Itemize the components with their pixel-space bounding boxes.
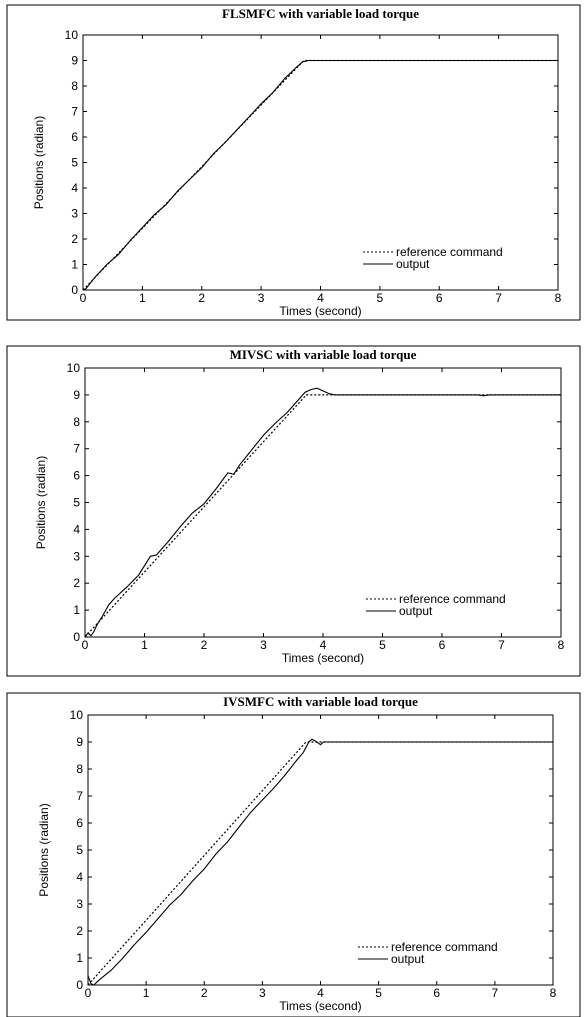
series-line-output [82,59,558,291]
chart-frame [6,692,581,1017]
x-tick-label: 0 [82,638,89,652]
x-tick-label: 6 [433,986,440,1000]
series-line-output [84,387,561,638]
y-tick-label: 8 [71,79,78,93]
y-tick-label: 1 [71,258,78,272]
x-tick-label: 0 [80,291,87,305]
y-axis-label: Positions (radian) [34,456,48,549]
legend-label: reference command [399,592,506,606]
y-tick-label: 4 [73,522,80,536]
y-tick-label: 7 [73,442,80,456]
x-tick-label: 1 [143,986,150,1000]
x-tick-label: 2 [201,638,208,652]
x-tick-label: 8 [558,638,565,652]
y-tick-label: 2 [76,924,83,938]
x-tick-label: 6 [439,638,446,652]
y-tick-label: 0 [71,283,78,297]
y-tick-label: 4 [76,870,83,884]
x-tick-label: 7 [498,638,505,652]
x-tick-label: 8 [555,291,562,305]
y-tick-label: 5 [73,496,80,510]
chart-3: IVSMFC with variable load torque 0 1 2 3 4 5 6 7… [6,692,581,1017]
x-tick-label: 0 [85,986,92,1000]
y-axis-label: Positions (radian) [32,116,46,209]
x-axis-label: Times (second) [279,999,361,1013]
chart-title: MIVSC with variable load torque [230,347,417,362]
y-tick-label: 2 [71,232,78,246]
y-tick-label: 0 [73,630,80,644]
legend-label: reference command [391,940,498,954]
y-tick-label: 4 [71,181,78,195]
x-tick-label: 5 [377,291,384,305]
chart-title: IVSMFC with variable load torque [223,694,418,709]
legend-label: output [399,604,433,618]
y-tick-label: 1 [73,603,80,617]
series-line-output [87,738,553,986]
y-tick-label: 2 [73,576,80,590]
y-tick-label: 3 [71,207,78,221]
y-tick-label: 7 [76,789,83,803]
x-tick-label: 3 [260,638,267,652]
chart-title: FLSMFC with variable load torque [222,6,419,21]
y-tick-label: 7 [71,105,78,119]
y-tick-label: 6 [73,469,80,483]
y-tick-label: 3 [76,897,83,911]
x-tick-label: 3 [259,986,266,1000]
y-tick-label: 3 [73,549,80,563]
y-tick-label: 10 [65,28,79,42]
y-tick-label: 10 [67,361,81,375]
y-tick-label: 8 [73,415,80,429]
y-tick-label: 0 [76,978,83,992]
x-tick-label: 7 [492,986,499,1000]
x-tick-label: 5 [379,638,386,652]
y-tick-label: 9 [73,388,80,402]
x-axis-label: Times (second) [282,651,364,665]
legend-label: reference command [396,245,503,259]
x-tick-label: 5 [375,986,382,1000]
x-tick-label: 3 [258,291,265,305]
x-tick-label: 4 [317,291,324,305]
x-tick-label: 2 [201,986,208,1000]
y-tick-label: 6 [71,130,78,144]
y-tick-label: 9 [76,735,83,749]
y-tick-label: 8 [76,762,83,776]
x-tick-label: 1 [139,291,146,305]
y-tick-label: 5 [71,156,78,170]
chart-frame [6,345,581,677]
y-tick-label: 9 [71,54,78,68]
series-line-reference [87,741,553,986]
x-tick-label: 4 [317,986,324,1000]
legend-label: output [391,952,425,966]
x-axis-label: Times (second) [279,304,361,318]
x-tick-label: 1 [141,638,148,652]
y-tick-label: 1 [76,951,83,965]
x-tick-label: 6 [436,291,443,305]
chart-1: FLSMFC with variable load torque 0 1 2 3 4 5 6 7… [6,4,581,321]
y-axis-label: Positions (radian) [37,803,51,896]
y-tick-label: 5 [76,843,83,857]
x-tick-label: 7 [495,291,502,305]
x-tick-label: 4 [320,638,327,652]
x-tick-label: 8 [550,986,557,1000]
chart-2: MIVSC with variable load torque 0 1 2 3 4 5 6 7 8… [6,345,581,677]
y-tick-label: 10 [70,708,84,722]
y-tick-label: 6 [76,816,83,830]
chart-frame [6,4,581,321]
legend-label: output [396,257,430,271]
x-tick-label: 2 [198,291,205,305]
